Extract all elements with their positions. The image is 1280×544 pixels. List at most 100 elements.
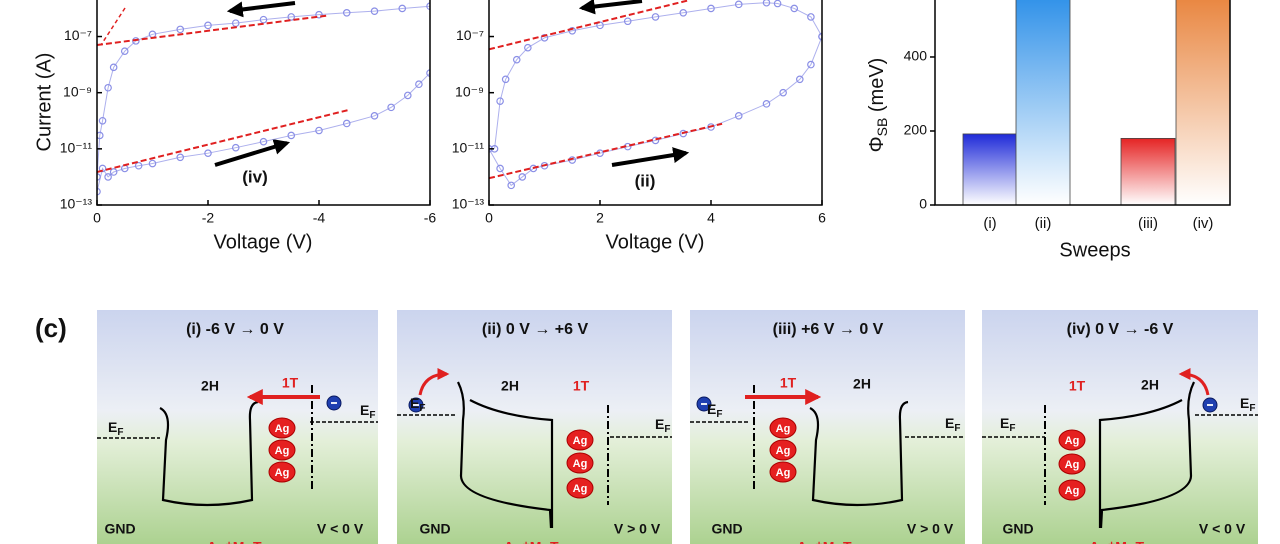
data-point bbox=[132, 37, 140, 45]
data-point bbox=[507, 181, 516, 190]
bar bbox=[1175, 0, 1230, 205]
data-point bbox=[734, 112, 743, 120]
annotation: (ii) bbox=[635, 171, 656, 190]
fermi-level-label: EF bbox=[1000, 415, 1015, 434]
bias-label: V < 0 V bbox=[317, 521, 364, 537]
data-point bbox=[415, 80, 423, 89]
data-line bbox=[489, 36, 822, 187]
data-point bbox=[287, 13, 296, 21]
phase-2h: 2H bbox=[201, 378, 219, 394]
bottom-label: Ag⁺MoTe bbox=[207, 539, 269, 544]
band-panel bbox=[982, 310, 1258, 544]
ag-ion bbox=[566, 429, 594, 451]
data-point bbox=[501, 75, 510, 84]
band-panel bbox=[397, 310, 672, 544]
fermi-level-label: EF bbox=[655, 416, 670, 435]
ag-ion bbox=[1058, 479, 1086, 501]
band-panel bbox=[690, 310, 965, 544]
data-point bbox=[98, 164, 107, 173]
phase-1t: 1T bbox=[780, 375, 797, 391]
sweep-arrow bbox=[226, 1, 296, 18]
ag-ion bbox=[268, 439, 296, 461]
bias-label: V > 0 V bbox=[614, 521, 661, 537]
leader-line bbox=[100, 7, 126, 46]
y-label-symbol: Φ bbox=[866, 136, 888, 152]
ag-label: Ag bbox=[1065, 485, 1080, 497]
electron-arrow bbox=[418, 368, 450, 396]
panel-label: (c) bbox=[35, 313, 67, 343]
phase-1t: 1T bbox=[282, 375, 299, 391]
ag-label: Ag bbox=[776, 445, 791, 457]
data-point bbox=[795, 75, 804, 84]
y-tick-label: 10⁻¹¹ bbox=[452, 140, 485, 156]
fermi-letter: E bbox=[360, 402, 369, 418]
y-tick-label: 200 bbox=[904, 122, 928, 138]
bottom-label: Ag⁺MoTe bbox=[1089, 539, 1151, 544]
data-point bbox=[176, 153, 185, 162]
x-axis-label: Voltage (V) bbox=[214, 231, 313, 253]
fit-line bbox=[97, 14, 329, 46]
fit-line bbox=[489, 122, 723, 180]
fermi-level-label: EF bbox=[707, 401, 722, 420]
barrier bbox=[457, 381, 554, 529]
x-axis-label: Voltage (V) bbox=[606, 231, 705, 253]
x-tick-label: 0 bbox=[93, 210, 101, 226]
data-point bbox=[342, 9, 351, 17]
plot-frame bbox=[96, 0, 431, 206]
data-point bbox=[109, 63, 118, 72]
ag-label: Ag bbox=[776, 467, 791, 479]
ag-label: Ag bbox=[776, 423, 791, 435]
data-point bbox=[518, 173, 527, 181]
ag-ion bbox=[1058, 453, 1086, 475]
x-tick-label: (iv) bbox=[1193, 215, 1214, 232]
data-point bbox=[807, 60, 815, 69]
plot-area bbox=[97, 2, 430, 196]
data-point bbox=[259, 137, 268, 146]
fermi-letter: E bbox=[410, 395, 419, 411]
data-point bbox=[529, 164, 538, 173]
bar bbox=[1120, 137, 1176, 205]
fermi-level-label: EF bbox=[108, 419, 123, 438]
data-point bbox=[623, 17, 632, 26]
fermi-level-label: EF bbox=[410, 395, 425, 414]
data-point bbox=[496, 97, 504, 105]
data-point bbox=[707, 4, 715, 13]
ag-label: Ag bbox=[275, 445, 290, 457]
sweep-arrow bbox=[578, 0, 643, 15]
phase-1t: 1T bbox=[573, 378, 590, 394]
annotation: (iv) bbox=[242, 167, 268, 186]
data-point bbox=[540, 161, 549, 170]
ag-label: Ag bbox=[573, 435, 588, 447]
y-tick-label: 10⁻⁷ bbox=[64, 27, 92, 43]
fit-line bbox=[97, 108, 351, 173]
plot-frame bbox=[488, 0, 823, 206]
y-tick-label: 400 bbox=[904, 48, 928, 64]
data-point bbox=[679, 129, 688, 138]
y-tick-label: 10⁻¹¹ bbox=[60, 140, 93, 156]
x-tick-label: 0 bbox=[485, 210, 493, 226]
data-line bbox=[97, 72, 430, 192]
x-tick-label: 6 bbox=[818, 210, 826, 226]
data-point bbox=[134, 161, 143, 170]
ag-ion bbox=[566, 452, 594, 474]
y-tick-label: 10⁻⁹ bbox=[63, 83, 92, 99]
x-tick-label: -4 bbox=[313, 210, 326, 226]
ag-ion bbox=[769, 461, 797, 483]
y-label-subscript: SB bbox=[874, 118, 890, 137]
sweep-arrow bbox=[611, 147, 690, 167]
data-point bbox=[387, 103, 395, 112]
bottom-label: Ag⁺MoTe bbox=[797, 539, 859, 544]
data-point bbox=[524, 43, 532, 52]
data-point bbox=[762, 100, 771, 108]
fit-line bbox=[489, 0, 691, 51]
data-point bbox=[342, 119, 351, 128]
fermi-letter: E bbox=[655, 416, 664, 432]
data-point bbox=[596, 21, 604, 30]
fermi-subscript: F bbox=[716, 409, 722, 420]
data-point bbox=[97, 131, 104, 140]
y-axis-label: ΦSB (meV) bbox=[866, 58, 889, 153]
data-point bbox=[496, 164, 504, 173]
x-tick-label: 4 bbox=[707, 210, 715, 226]
x-axis-label: Sweeps bbox=[1059, 239, 1130, 261]
